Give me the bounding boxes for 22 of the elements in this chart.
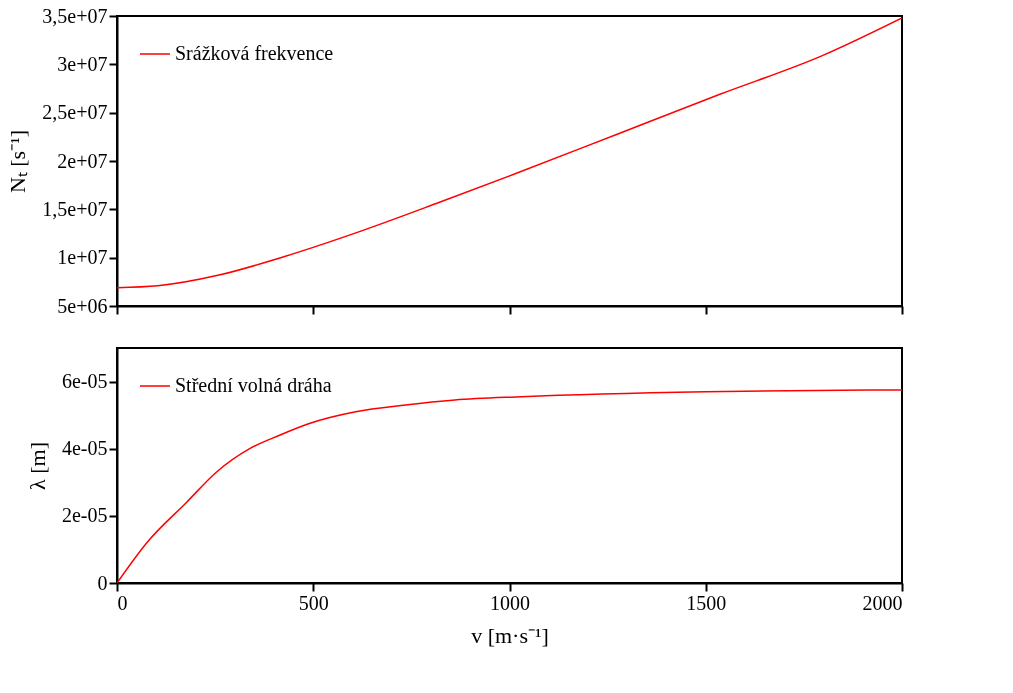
legend-label: Srážková frekvence [175, 42, 334, 64]
x-tick-label: 1500 [686, 591, 727, 614]
x-axis-title: v [m·s⁻¹] [471, 622, 549, 648]
x-tick-label: 0 [117, 591, 128, 614]
y-tick-label: 1e+07 [57, 246, 108, 269]
y-tick-label: 2,5e+07 [42, 101, 108, 124]
y-axis-title: Nₜ [s⁻¹] [5, 129, 31, 194]
y-tick-label: 2e-05 [61, 504, 108, 527]
y-axis-title: λ [m] [24, 442, 50, 490]
y-tick-label: 5e+06 [57, 294, 108, 317]
y-tick-label: 6e-05 [61, 370, 108, 393]
y-tick-label: 0 [97, 571, 108, 594]
y-tick-label: 4e-05 [61, 437, 108, 460]
y-tick-label: 1,5e+07 [42, 197, 108, 220]
y-tick-label: 3,5e+07 [42, 4, 108, 27]
x-tick-label: 500 [298, 591, 329, 614]
y-tick-label: 3e+07 [57, 52, 108, 75]
x-tick-label: 1000 [490, 591, 530, 614]
line-series [117, 17, 902, 289]
y-tick-label: 2e+07 [57, 149, 108, 172]
x-tick-label: 2000 [862, 591, 903, 614]
legend-label: Střední volná dráha [175, 374, 332, 396]
